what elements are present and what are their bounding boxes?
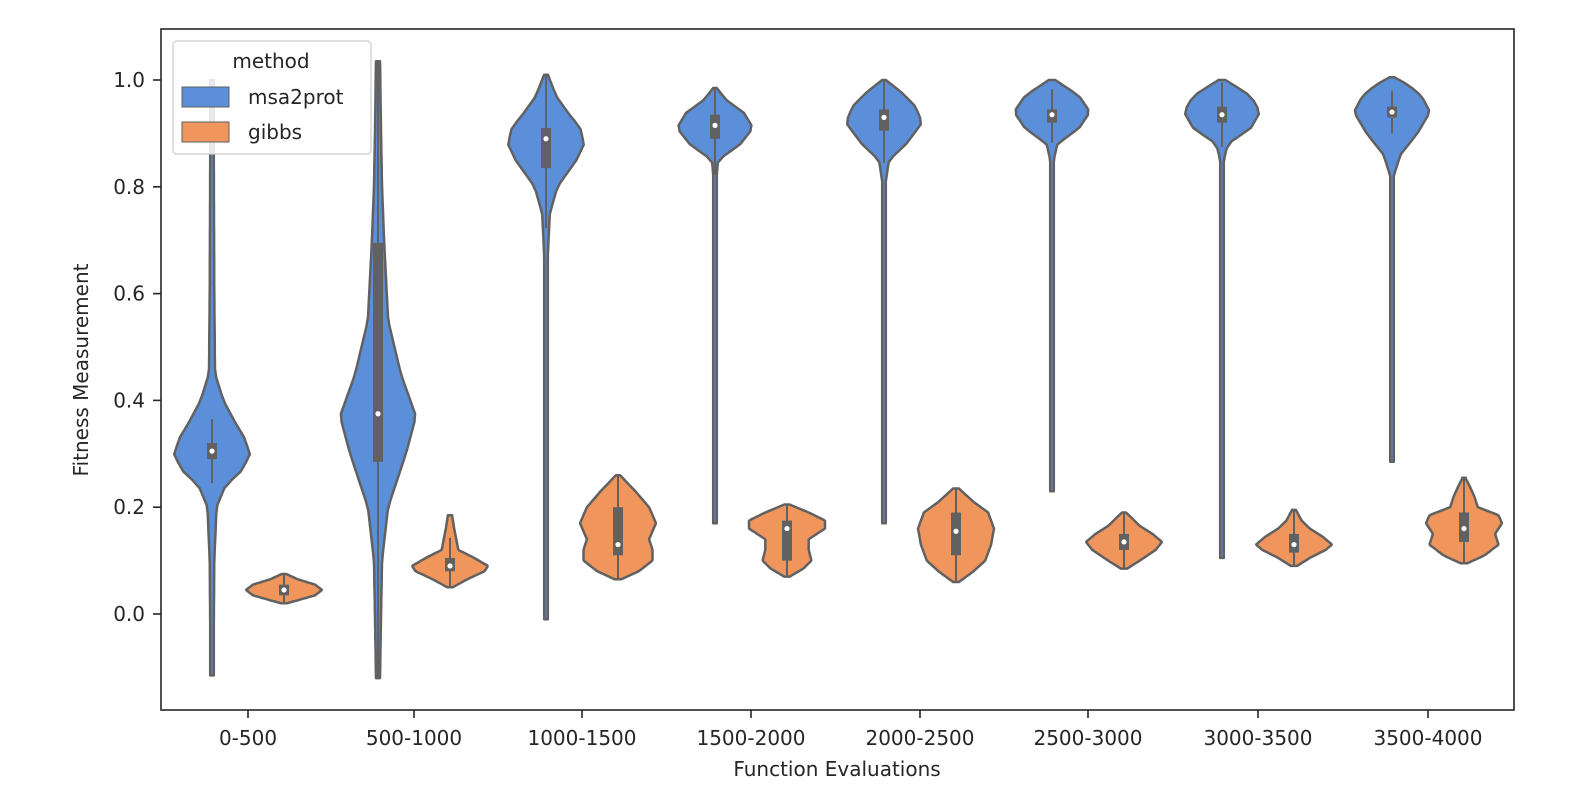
violin-median-marker	[953, 528, 959, 534]
legend-title: method	[232, 49, 309, 73]
violin-median-marker	[712, 122, 718, 128]
violin-median-marker	[1461, 525, 1467, 532]
violin-iqr-box	[373, 242, 383, 462]
legend-swatch-msa2prot	[181, 86, 230, 108]
x-tick-label: 500-1000	[366, 726, 462, 750]
x-tick-label: 2500-3000	[1033, 726, 1142, 750]
legend-swatch-gibbs	[181, 121, 230, 143]
violin-iqr-box	[613, 507, 623, 556]
violin-msa2prot-3500-4000	[1353, 76, 1431, 464]
y-tick-label: 0.2	[113, 495, 145, 519]
violin-msa2prot-3000-3500	[1183, 78, 1261, 560]
violin-median-marker	[1291, 541, 1297, 548]
y-axis: 0.0 0.2 0.4 0.6 0.8 1.0	[113, 68, 161, 626]
x-tick-label: 3500-4000	[1373, 726, 1482, 750]
violin-median-marker	[1121, 539, 1127, 545]
violin-median-marker	[1389, 109, 1395, 115]
y-tick-label: 0.4	[113, 388, 145, 412]
x-tick-label: 2000-2500	[865, 726, 974, 750]
violin-layer	[172, 60, 1504, 680]
x-tick-label: 1500-2000	[696, 726, 805, 750]
violin-msa2prot-0-500	[172, 78, 252, 677]
violin-msa2prot-2500-3000	[1014, 78, 1090, 493]
legend: method msa2prot gibbs	[172, 40, 372, 155]
y-tick-label: 0.8	[113, 175, 145, 199]
violin-median-marker	[281, 587, 287, 593]
violin-median-marker	[209, 448, 215, 454]
violin-median-marker	[375, 411, 381, 417]
violin-median-marker	[1219, 112, 1225, 118]
violin-median-marker	[881, 114, 887, 120]
x-tick-label: 0-500	[219, 726, 277, 750]
violin-median-marker	[1049, 112, 1055, 118]
violin-median-marker	[615, 541, 621, 548]
violin-iqr-box	[879, 109, 889, 131]
x-axis-label: Function Evaluations	[733, 757, 940, 781]
legend-label-gibbs: gibbs	[248, 120, 302, 144]
y-tick-label: 0.0	[113, 602, 145, 626]
y-tick-label: 0.6	[113, 282, 145, 306]
legend-label-msa2prot: msa2prot	[248, 85, 344, 109]
x-tick-label: 1000-1500	[527, 726, 636, 750]
violin-median-marker	[784, 525, 790, 532]
plot-frame	[160, 28, 1515, 711]
violin-msa2prot-1000-1500	[507, 73, 585, 621]
violin-iqr-box	[782, 520, 792, 561]
x-tick-label: 3000-3500	[1203, 726, 1312, 750]
violin-iqr-box	[541, 128, 551, 169]
y-axis-label: Fitness Measurement	[69, 263, 93, 476]
violin-median-marker	[543, 136, 549, 142]
y-tick-label: 1.0	[113, 68, 145, 92]
violin-iqr-box	[951, 512, 961, 556]
violin-msa2prot-1500-2000	[677, 86, 753, 525]
violin-msa2prot-2000-2500	[845, 78, 923, 525]
x-axis: 0-500 500-1000 1000-1500 1500-2000 2000-2500…	[219, 710, 1483, 750]
violin-median-marker	[447, 563, 453, 569]
